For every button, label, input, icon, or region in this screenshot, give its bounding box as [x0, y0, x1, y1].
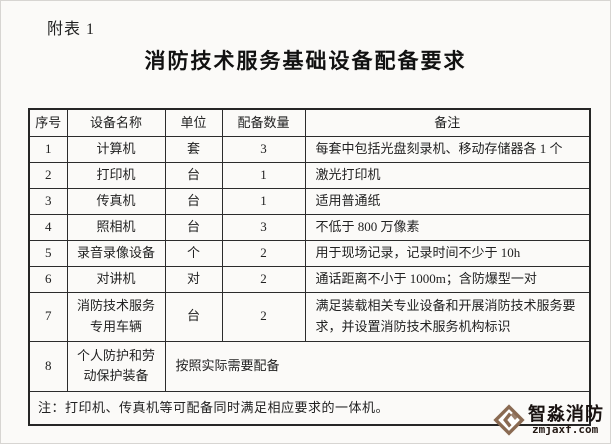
equipment-name-cell: 计算机 — [66, 135, 166, 163]
equipment-name-cell: 照相机 — [66, 213, 166, 241]
column-header-0: 序号 — [28, 108, 68, 137]
diamond-arrows-icon — [493, 404, 525, 436]
watermark-domain-text: zmjaxf.com — [532, 423, 599, 436]
page-title: 消防技术服务基础设备配备要求 — [144, 49, 467, 73]
table-row: 6 对讲机对 2 通话距离不小于 1000m；含防爆型一对 — [28, 265, 591, 293]
remark-cell: 不低于 800 万像素 — [304, 213, 591, 241]
unit-cell: 台 — [164, 161, 223, 189]
row-index-cell: 3 — [28, 187, 68, 215]
column-header-1: 设备名称 — [66, 108, 166, 137]
remark-cell: 用于现场记录，记录时间不少于 10h — [304, 239, 591, 267]
column-header-3: 配备数量 — [221, 108, 306, 137]
quantity-cell: 2 — [221, 265, 306, 293]
table-row: 1 计算机套 3 每套中包括光盘刻录机、移动存储器各 1 个 — [28, 135, 591, 163]
unit-cell: 套 — [164, 135, 223, 163]
equipment-table-body: 1 计算机套 3 每套中包括光盘刻录机、移动存储器各 1 个 2 打印机台 1 激光打印机 3 传… — [28, 135, 591, 392]
quantity-cell: 1 — [221, 187, 306, 215]
row-index-cell: 8 — [28, 340, 68, 392]
appendix-label: 附表 1 — [47, 21, 96, 38]
watermark-brand-text: 智淼消防 — [528, 404, 604, 424]
quantity-cell: 2 — [221, 239, 306, 267]
table-row: 7 消防技术服务专用车辆台 2 满足装载相关专业设备和开展消防技术服务要求，并设置消防… — [28, 291, 591, 342]
equipment-table: 序号 设备名称 单位 配备数量 备注 1 计算机套 3 每套中包括光盘刻录机、移动存储器各 1… — [28, 108, 591, 426]
row-index-cell: 4 — [28, 213, 68, 241]
unit-cell: 个 — [164, 239, 223, 267]
equipment-name-cell: 传真机 — [66, 187, 166, 215]
table-row: 8 个人防护和劳动保护装备 按照实际需要配备 — [28, 340, 591, 392]
equipment-name-cell: 个人防护和劳动保护装备 — [66, 340, 166, 392]
quantity-cell: 3 — [221, 135, 306, 163]
row-index-cell: 5 — [28, 239, 68, 267]
unit-cell: 台 — [164, 291, 223, 342]
equipment-name-cell: 消防技术服务专用车辆 — [66, 291, 166, 342]
row-index-cell: 6 — [28, 265, 68, 293]
column-header-2: 单位 — [164, 108, 223, 137]
unit-cell: 台 — [164, 213, 223, 241]
quantity-cell: 3 — [221, 213, 306, 241]
table-row: 3 传真机台 1 适用普通纸 — [28, 187, 591, 215]
table-row: 2 打印机台 1 激光打印机 — [28, 161, 591, 189]
watermark-logo: 智淼消防 zmjaxf.com — [492, 401, 604, 439]
remark-cell: 激光打印机 — [304, 161, 591, 189]
row-index-cell: 2 — [28, 161, 68, 189]
remark-cell: 通话距离不小于 1000m；含防爆型一对 — [304, 265, 591, 293]
equipment-name-cell: 对讲机 — [66, 265, 166, 293]
quantity-cell: 2 — [221, 291, 306, 342]
merged-remark-cell: 按照实际需要配备 — [164, 340, 591, 392]
quantity-cell: 1 — [221, 161, 306, 189]
row-index-cell: 7 — [28, 291, 68, 342]
remark-cell: 满足装载相关专业设备和开展消防技术服务要求，并设置消防技术服务机构标识 — [304, 291, 591, 342]
table-header-row: 序号 设备名称 单位 配备数量 备注 — [28, 108, 591, 137]
row-index-cell: 1 — [28, 135, 68, 163]
unit-cell: 台 — [164, 187, 223, 215]
equipment-name-cell: 打印机 — [66, 161, 166, 189]
remark-cell: 适用普通纸 — [304, 187, 591, 215]
table-row: 5 录音录像设备个 2 用于现场记录，记录时间不少于 10h — [28, 239, 591, 267]
equipment-name-cell: 录音录像设备 — [66, 239, 166, 267]
column-header-4: 备注 — [304, 108, 591, 137]
unit-cell: 对 — [164, 265, 223, 293]
table-row: 4 照相机台 3 不低于 800 万像素 — [28, 213, 591, 241]
remark-cell: 每套中包括光盘刻录机、移动存储器各 1 个 — [304, 135, 591, 163]
